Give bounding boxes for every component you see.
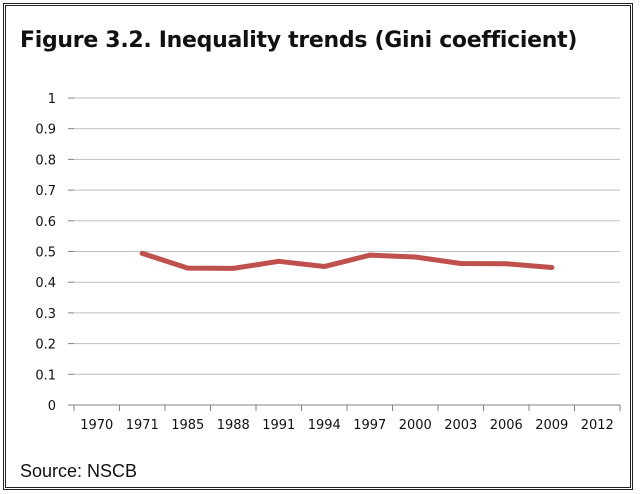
y-tick-label: 0.4 bbox=[35, 276, 56, 291]
y-axis-tick-labels: 0 0.1 0.2 0.3 0.4 0.5 0.6 0.7 0.8 0.9 1 bbox=[35, 92, 74, 414]
y-tick-label: 0.3 bbox=[35, 307, 56, 322]
x-axis-tick-labels: 1970 1971 1985 1988 1991 1994 1997 2000 2003 2006… bbox=[80, 418, 614, 433]
gridlines bbox=[74, 97, 620, 375]
x-tick-label: 2012 bbox=[581, 418, 614, 433]
data-point bbox=[321, 264, 327, 270]
x-axis bbox=[73, 404, 621, 411]
data-point bbox=[367, 252, 373, 258]
data-point bbox=[185, 265, 191, 271]
data-point bbox=[458, 260, 464, 266]
x-tick-label: 1985 bbox=[171, 418, 204, 433]
x-tick-label: 2003 bbox=[444, 418, 477, 433]
data-point bbox=[503, 261, 509, 267]
data-point bbox=[412, 254, 418, 260]
x-tick-label: 1994 bbox=[308, 418, 341, 433]
y-tick-label: 0.8 bbox=[35, 153, 56, 168]
series-layer bbox=[139, 250, 555, 271]
y-tick-label: 0.9 bbox=[35, 123, 56, 138]
y-tick-label: 0.7 bbox=[35, 184, 56, 199]
data-point bbox=[139, 250, 145, 256]
data-point bbox=[549, 264, 555, 270]
y-tick-label: 0.2 bbox=[35, 338, 56, 353]
x-tick-label: 1997 bbox=[353, 418, 386, 433]
x-tick-label: 2009 bbox=[535, 418, 568, 433]
y-tick-label: 0.5 bbox=[35, 246, 56, 261]
x-tick-label: 2006 bbox=[490, 418, 523, 433]
y-tick-label: 1 bbox=[48, 92, 56, 107]
y-tick-label: 0.1 bbox=[35, 368, 56, 383]
x-tick-label: 2000 bbox=[399, 418, 432, 433]
x-tick-label: 1971 bbox=[126, 418, 159, 433]
x-tick-label: 1991 bbox=[262, 418, 295, 433]
y-tick-label: 0.6 bbox=[35, 215, 56, 230]
data-point bbox=[230, 265, 236, 271]
data-point bbox=[276, 258, 282, 264]
chart-frame bbox=[3, 3, 633, 490]
series-line bbox=[139, 250, 555, 271]
x-tick-label: 1988 bbox=[217, 418, 250, 433]
source-note: Source: NSCB bbox=[20, 461, 138, 481]
chart-title: Figure 3.2. Inequality trends (Gini coef… bbox=[20, 28, 578, 53]
x-tick-label: 1970 bbox=[80, 418, 113, 433]
y-tick-label: 0 bbox=[48, 399, 56, 414]
